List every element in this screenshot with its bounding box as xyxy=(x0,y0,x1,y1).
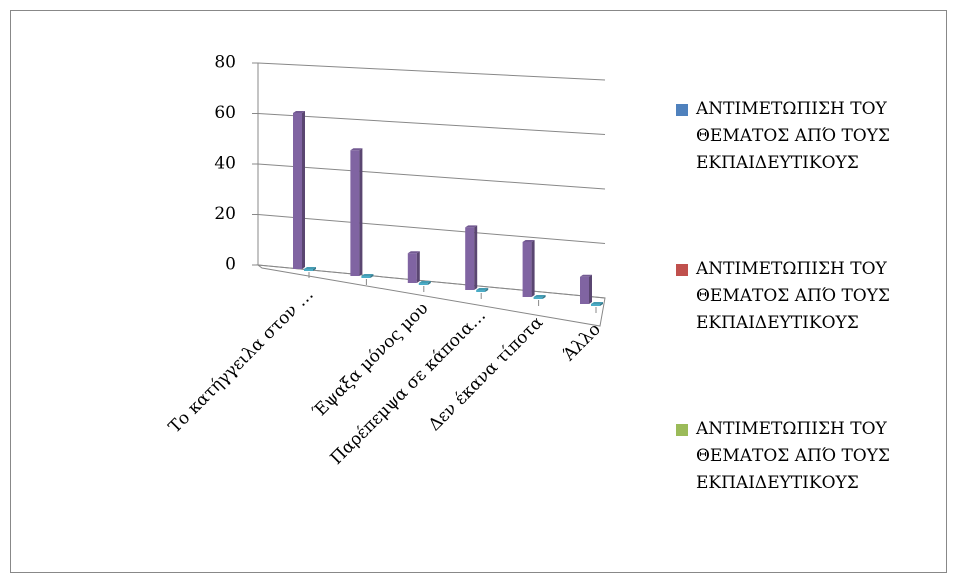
y-tick-label: 60 xyxy=(214,103,236,123)
legend-label: ΑΝΤΙΜΕΤΩΠΙΣΗ ΤΟΥ ΘΕΜΑΤΟΣ ΑΠΌ ΤΟΥΣ ΕΚΠΑΙΔ… xyxy=(696,419,890,493)
bar xyxy=(418,281,431,285)
bar xyxy=(591,302,603,306)
grid-line xyxy=(257,214,606,244)
bar xyxy=(293,110,305,269)
legend-item: ΑΝΤΙΜΕΤΩΠΙΣΗ ΤΟΥ ΘΕΜΑΤΟΣ ΑΠΌ ΤΟΥΣ ΕΚΠΑΙΔ… xyxy=(676,416,926,576)
bar xyxy=(304,267,316,271)
grid-line xyxy=(257,163,606,190)
legend-swatch xyxy=(676,424,688,436)
bar xyxy=(465,225,478,290)
legend: ΑΝΤΙΜΕΤΩΠΙΣΗ ΤΟΥ ΘΕΜΑΤΟΣ ΑΠΌ ΤΟΥΣ ΕΚΠΑΙΔ… xyxy=(676,96,926,576)
grid-line xyxy=(257,113,606,135)
bar xyxy=(476,288,489,292)
legend-swatch xyxy=(676,264,688,276)
bar xyxy=(533,295,546,299)
y-tick-label: 0 xyxy=(225,255,236,275)
y-tick-label: 40 xyxy=(214,154,236,174)
bar xyxy=(522,239,535,297)
bar xyxy=(350,148,363,276)
legend-label: ΑΝΤΙΜΕΤΩΠΙΣΗ ΤΟΥ ΘΕΜΑΤΟΣ ΑΠΌ ΤΟΥΣ ΕΚΠΑΙΔ… xyxy=(696,99,890,173)
legend-swatch xyxy=(676,104,688,116)
legend-item: ΑΝΤΙΜΕΤΩΠΙΣΗ ΤΟΥ ΘΕΜΑΤΟΣ ΑΠΌ ΤΟΥΣ ΕΚΠΑΙΔ… xyxy=(676,256,926,416)
bar xyxy=(580,274,592,304)
bar xyxy=(407,251,420,283)
grid-line xyxy=(257,62,606,81)
legend-label: ΑΝΤΙΜΕΤΩΠΙΣΗ ΤΟΥ ΘΕΜΑΤΟΣ ΑΠΌ ΤΟΥΣ ΕΚΠΑΙΔ… xyxy=(696,259,890,333)
bar xyxy=(361,274,374,278)
grid-line xyxy=(257,264,606,299)
legend-item: ΑΝΤΙΜΕΤΩΠΙΣΗ ΤΟΥ ΘΕΜΑΤΟΣ ΑΠΌ ΤΟΥΣ ΕΚΠΑΙΔ… xyxy=(676,96,926,256)
y-tick-label: 20 xyxy=(214,204,236,224)
y-tick-label: 80 xyxy=(214,53,236,73)
